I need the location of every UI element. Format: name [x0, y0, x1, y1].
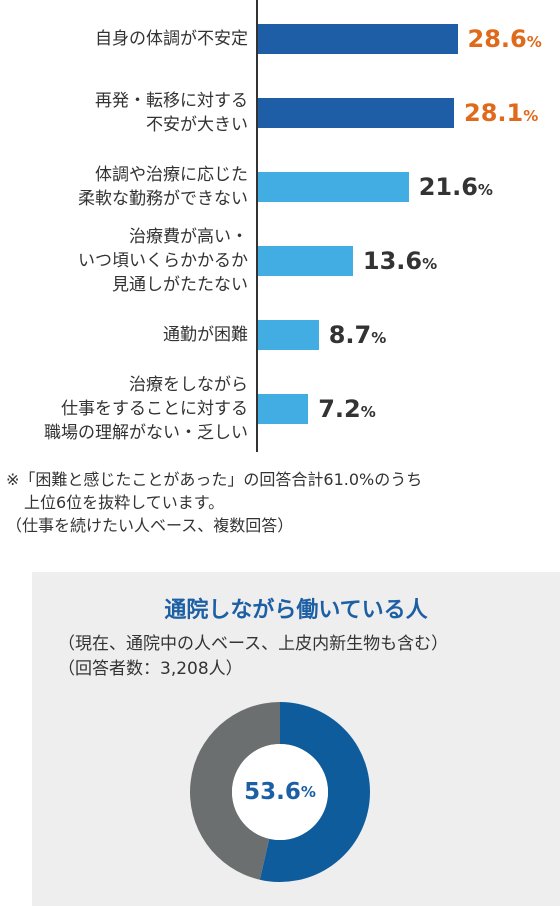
bar — [258, 394, 309, 424]
bar — [258, 246, 353, 276]
data-label-number: 13.6 — [362, 247, 423, 275]
data-label: 13.6% — [363, 246, 437, 279]
category-label: 自身の体調が不安定 — [95, 29, 248, 49]
category-label: 通勤が困難 — [163, 325, 248, 345]
data-label-number: 8.7 — [328, 321, 372, 349]
data-label-unit: % — [422, 255, 438, 273]
donut-chart — [190, 702, 370, 882]
donut-center-number: 53.6 — [244, 779, 301, 805]
bar — [258, 172, 409, 202]
y-axis-line — [256, 0, 258, 452]
donut-slice — [259, 702, 370, 882]
donut-panel: 通院しながら働いている人 （現在、通院中の人ベース、上皮内新生物も含む） （回答… — [32, 572, 560, 906]
panel-title: 通院しながら働いている人 — [164, 598, 428, 623]
footnote: ※「困難と感じたことがあった」の回答合計61.0%のうち 上位6位を抜粋していま… — [6, 468, 554, 537]
data-label-unit: % — [477, 181, 493, 199]
panel-subtitle-1: （現在、通院中の人ベース、上皮内新生物も含む） — [58, 634, 449, 654]
category-label: 治療をしながら 仕事をすることに対する 職場の理解がない・乏しい — [44, 375, 248, 443]
bar-chart: 自身の体調が不安定 28.6% 再発・転移に対する 不安が大きい 28.1% 体調や治療… — [44, 0, 542, 452]
data-label: 8.7% — [329, 320, 387, 353]
bar — [258, 24, 458, 54]
data-label-unit: % — [371, 329, 387, 347]
data-label: 28.6% — [468, 24, 542, 57]
category-label: 再発・転移に対する 不安が大きい — [95, 91, 248, 135]
data-label-number: 7.2 — [318, 395, 361, 423]
data-label-unit: % — [526, 33, 542, 51]
data-label-unit: % — [523, 107, 539, 125]
footnote-line-2: 上位6位を抜粋しています。 — [24, 493, 225, 512]
bar — [258, 98, 455, 128]
donut-center-unit: % — [300, 783, 316, 801]
footnote-line-1: ※「困難と感じたことがあった」の回答合計61.0%のうち — [6, 470, 423, 489]
bar — [258, 320, 319, 350]
data-label: 21.6% — [419, 172, 493, 205]
donut-slice — [190, 702, 280, 880]
data-label-number: 28.6 — [467, 25, 527, 53]
data-label: 28.1% — [464, 98, 538, 131]
data-label: 7.2% — [318, 394, 376, 427]
category-label: 治療費が高い・ いつ頃いくらかかるか 見通しがたたない — [78, 227, 248, 295]
panel-subtitle-2: （回答者数：3,208人） — [58, 659, 243, 679]
footnote-line-3: （仕事を続けたい人ベース、複数回答） — [6, 516, 294, 535]
data-label-number: 21.6 — [418, 173, 478, 201]
data-label-unit: % — [360, 403, 376, 421]
category-label: 体調や治療に応じた 柔軟な勤務ができない — [78, 165, 248, 209]
donut-hole — [232, 744, 328, 840]
donut-center-value: 53.6% — [190, 702, 370, 882]
data-label-number: 28.1 — [464, 99, 524, 127]
